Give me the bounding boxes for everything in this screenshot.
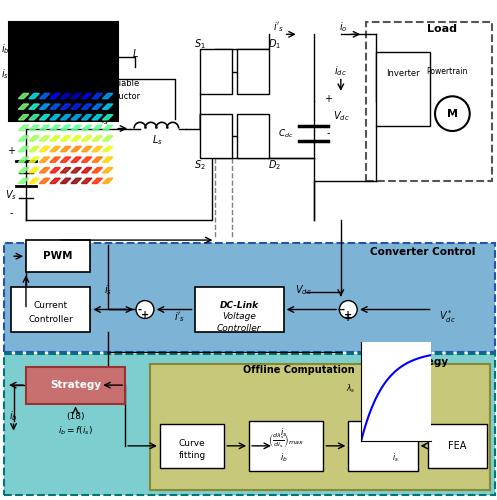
Text: Strategy: Strategy: [397, 356, 448, 366]
Text: 2-D Lookup: 2-D Lookup: [34, 30, 92, 39]
Text: DC-Link: DC-Link: [220, 301, 259, 310]
Text: -: -: [138, 304, 142, 314]
Text: $i_{dc}$: $i_{dc}$: [334, 64, 347, 78]
Text: $S_1$: $S_1$: [194, 38, 205, 51]
Text: M: M: [447, 108, 458, 118]
Text: fitting: fitting: [178, 452, 206, 460]
FancyBboxPatch shape: [199, 114, 232, 158]
Text: $\left(\frac{d\lambda_s}{di_s}\right)_{max}$: $\left(\frac{d\lambda_s}{di_s}\right)_{m…: [268, 432, 304, 450]
Text: -: -: [337, 304, 341, 314]
Text: $i_b$: $i_b$: [9, 409, 18, 423]
Text: $i'_s$: $i'_s$: [174, 310, 185, 324]
FancyBboxPatch shape: [199, 49, 232, 94]
Text: +: +: [141, 310, 149, 320]
Text: Load: Load: [427, 24, 457, 34]
FancyBboxPatch shape: [427, 424, 487, 468]
Text: Curve: Curve: [179, 439, 205, 448]
Text: $i_b$: $i_b$: [280, 451, 288, 464]
FancyBboxPatch shape: [8, 22, 118, 121]
Text: Variable: Variable: [105, 80, 140, 88]
Text: FEA: FEA: [448, 441, 467, 451]
FancyBboxPatch shape: [26, 240, 90, 272]
Text: Converter Control: Converter Control: [370, 248, 475, 258]
Text: $D_2$: $D_2$: [268, 158, 281, 172]
Text: +: +: [344, 314, 352, 324]
FancyBboxPatch shape: [26, 366, 125, 404]
Text: -: -: [341, 304, 345, 314]
Text: $S_2$: $S_2$: [194, 158, 205, 172]
Text: +: +: [325, 94, 332, 104]
Text: $V_s$: $V_s$: [5, 188, 17, 202]
Circle shape: [339, 300, 357, 318]
Text: $i_s$: $i_s$: [280, 426, 287, 438]
FancyBboxPatch shape: [348, 421, 417, 470]
FancyBboxPatch shape: [366, 22, 492, 180]
Text: $i_b = f(i_s)$: $i_b = f(i_s)$: [58, 424, 93, 437]
Text: -: -: [327, 128, 330, 138]
Text: Current: Current: [34, 301, 68, 310]
FancyBboxPatch shape: [237, 49, 269, 94]
FancyBboxPatch shape: [3, 242, 495, 352]
FancyBboxPatch shape: [376, 52, 430, 126]
FancyBboxPatch shape: [150, 364, 490, 490]
Text: $i_o$: $i_o$: [339, 20, 347, 34]
FancyBboxPatch shape: [237, 114, 269, 158]
Text: $V_{dc}$: $V_{dc}$: [295, 283, 312, 296]
Text: $L_s$: $L_s$: [152, 133, 163, 147]
Text: Offline Computation: Offline Computation: [243, 365, 354, 375]
Text: +: +: [344, 310, 352, 320]
Text: Strategy: Strategy: [50, 380, 101, 390]
Circle shape: [435, 96, 470, 131]
Text: $D_1$: $D_1$: [268, 38, 281, 51]
Text: -: -: [9, 208, 13, 218]
Text: Table: Table: [50, 42, 77, 51]
Circle shape: [136, 300, 154, 318]
FancyBboxPatch shape: [11, 287, 90, 332]
Text: Controller: Controller: [28, 315, 73, 324]
Text: Voltage: Voltage: [222, 312, 256, 322]
Text: Inverter: Inverter: [386, 70, 419, 78]
Text: Controller: Controller: [217, 324, 261, 333]
Text: $V_{dc}^*$: $V_{dc}^*$: [439, 308, 456, 326]
Text: $i_s$: $i_s$: [101, 113, 109, 127]
FancyBboxPatch shape: [249, 421, 324, 470]
Text: $C_{dc}$: $C_{dc}$: [278, 127, 294, 140]
Text: $i_s$: $i_s$: [1, 67, 9, 81]
Text: Powertrain: Powertrain: [427, 67, 468, 76]
Text: (18): (18): [66, 412, 85, 420]
Text: $i_s$: $i_s$: [104, 283, 112, 296]
Text: L: L: [132, 49, 138, 59]
Text: +: +: [7, 146, 15, 156]
FancyBboxPatch shape: [3, 354, 495, 496]
Text: $i'_s$: $i'_s$: [273, 20, 284, 34]
Text: $V_{dc}$: $V_{dc}$: [332, 109, 349, 123]
Text: $i_b$: $i_b$: [1, 42, 9, 56]
FancyBboxPatch shape: [3, 7, 495, 240]
Text: PWM: PWM: [43, 251, 73, 261]
Text: Inductor: Inductor: [105, 92, 140, 101]
FancyBboxPatch shape: [160, 424, 224, 468]
FancyBboxPatch shape: [194, 287, 284, 332]
